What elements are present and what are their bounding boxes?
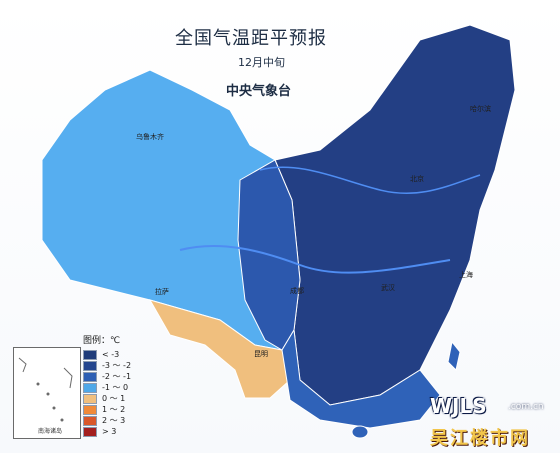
river-line-north <box>259 166 481 194</box>
legend-item: > 3 <box>83 426 145 437</box>
legend-item: -1 ～ 0 <box>83 382 145 393</box>
agency-label: 中央气象台 <box>226 84 292 99</box>
legend-label: 2 ～ 3 <box>102 416 126 425</box>
map-subtitle: 12月中旬 <box>238 56 285 69</box>
region-southwest-warm <box>148 299 291 399</box>
legend-swatch <box>83 371 97 382</box>
legend-label: -2 ～ -1 <box>102 372 132 381</box>
legend-item: 2 ～ 3 <box>83 415 145 426</box>
watermark-brand: 吴江楼市网 <box>430 428 530 449</box>
legend-swatch <box>83 393 97 404</box>
watermark-site: WJLS <box>430 394 487 418</box>
city-harbin: 哈尔滨 <box>470 105 491 113</box>
city-kunming: 昆明 <box>254 350 268 358</box>
inset-label: 南海诸岛 <box>38 428 63 435</box>
city-shanghai: 上海 <box>459 271 473 279</box>
city-beijing: 北京 <box>410 175 424 183</box>
watermark-domain: .com.cn <box>508 402 544 412</box>
legend: 图例：℃ < -3 -3 ～ -2 -2 ～ -1 -1 ～ 0 0 ～ 1 1… <box>83 333 145 437</box>
region-south-coast <box>281 328 441 429</box>
legend-swatch <box>83 349 97 360</box>
legend-label: 1 ～ 2 <box>102 405 126 414</box>
legend-swatch <box>83 415 97 426</box>
city-wuhan: 武汉 <box>381 284 395 292</box>
south-sea-inset: 南海诸岛 <box>13 347 81 439</box>
legend-item: 1 ～ 2 <box>83 404 145 415</box>
legend-swatch <box>83 360 97 371</box>
legend-swatch <box>83 426 97 437</box>
city-lhasa: 拉萨 <box>155 288 169 296</box>
legend-label: -1 ～ 0 <box>102 383 129 392</box>
legend-item: < -3 <box>83 349 145 360</box>
legend-label: < -3 <box>102 350 120 359</box>
legend-swatch <box>83 382 97 393</box>
map-title: 全国气温距平预报 <box>175 28 327 49</box>
city-urumqi: 乌鲁木齐 <box>136 133 164 141</box>
legend-title: 图例：℃ <box>83 336 121 346</box>
taiwan-island <box>447 340 461 371</box>
hainan-island <box>351 425 369 439</box>
south-sea-islands <box>18 357 73 422</box>
city-chengdu: 成都 <box>290 287 304 295</box>
legend-item: 0 ～ 1 <box>83 393 145 404</box>
legend-label: > 3 <box>102 427 117 436</box>
region-north-dark <box>274 24 516 406</box>
legend-label: 0 ～ 1 <box>102 394 126 403</box>
legend-item: -3 ～ -2 <box>83 360 145 371</box>
legend-label: -3 ～ -2 <box>102 361 132 370</box>
legend-item: -2 ～ -1 <box>83 371 145 382</box>
river-line <box>179 245 451 274</box>
legend-swatch <box>83 404 97 415</box>
